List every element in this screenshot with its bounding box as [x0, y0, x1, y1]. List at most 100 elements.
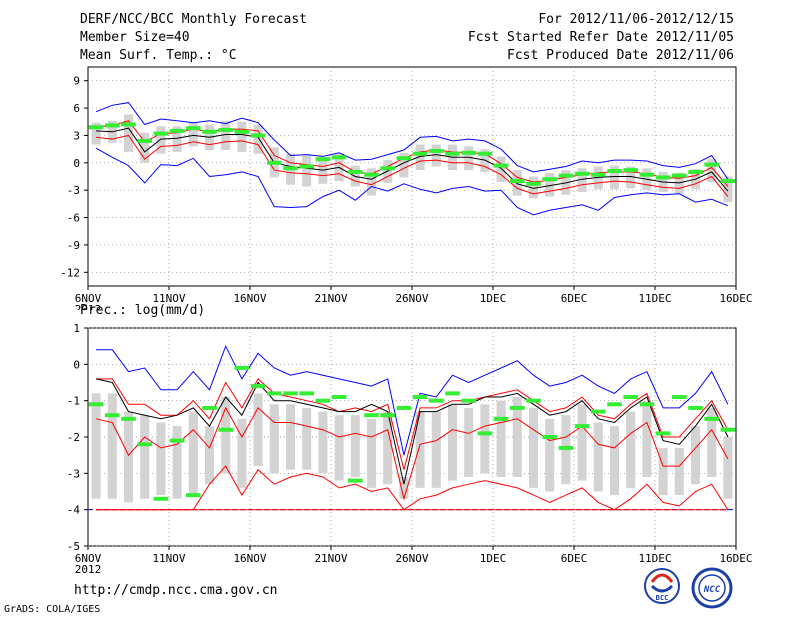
prec-spread-box	[545, 418, 555, 492]
prec-obs-mark	[429, 398, 444, 403]
temp-spread-box	[577, 168, 587, 193]
prec-obs-mark	[105, 413, 120, 418]
temp-series-p75	[96, 120, 729, 187]
temp-spread-box	[156, 126, 166, 154]
prec-spread-box	[221, 397, 231, 474]
temp-spread-box	[366, 168, 377, 196]
temp-obs-mark	[655, 175, 671, 180]
prec-spread-box	[188, 411, 198, 496]
temp-obs-mark	[510, 179, 525, 184]
prec-obs-mark	[412, 395, 428, 400]
prec-obs-mark	[234, 365, 250, 370]
prec-xtick-label: 1DEC	[480, 552, 507, 565]
temp-obs-mark	[380, 166, 395, 171]
temp-obs-mark	[720, 179, 736, 184]
prec-obs-mark	[461, 398, 476, 403]
prec-spread-box	[723, 437, 733, 499]
temp-obs-mark	[477, 151, 493, 156]
temp-spread-box	[464, 146, 474, 171]
source-url: http://cmdp.ncc.cma.gov.cn	[74, 583, 278, 598]
temp-obs-mark	[396, 156, 412, 161]
temp-spread-box	[253, 124, 263, 154]
prec-obs-mark	[283, 391, 298, 396]
prec-obs-mark	[526, 398, 541, 403]
prec-obs-mark	[623, 395, 638, 400]
temp-xtick-label: 6DEC	[561, 292, 588, 305]
prec-spread-box	[480, 404, 490, 474]
temp-ytick-label: 9	[73, 75, 80, 88]
prec-spread-box	[399, 476, 409, 499]
prec-spread-box	[107, 393, 117, 499]
temp-xtick-label: 21NOV	[314, 292, 347, 305]
prec-spread-box	[204, 426, 215, 485]
temp-obs-mark	[169, 128, 185, 133]
temp-spread-box	[188, 122, 198, 147]
prec-spread-box	[674, 447, 684, 496]
prec-spread-box	[431, 411, 441, 488]
temp-obs-mark	[137, 138, 152, 143]
prec-spread-box	[593, 422, 603, 492]
prec-ytick-label: -1	[67, 395, 80, 408]
prec-obs-mark	[121, 416, 136, 421]
prec-obs-mark	[267, 391, 282, 396]
prec-ytick-label: -2	[67, 431, 80, 444]
prec-obs-mark	[218, 427, 233, 432]
precip-title: Prec.: log(mm/d)	[80, 303, 206, 318]
temp-obs-mark	[234, 129, 250, 134]
prec-xtick-label: 11DEC	[638, 552, 671, 565]
prec-ytick-label: 1	[73, 322, 80, 335]
prec-obs-mark	[396, 405, 412, 410]
prec-ytick-label: -4	[67, 504, 81, 517]
prec-obs-mark	[250, 384, 266, 389]
prec-spread-box	[609, 426, 620, 496]
temp-obs-mark	[250, 133, 266, 138]
temp-spread-box	[431, 144, 441, 167]
temp-obs-mark	[429, 148, 444, 153]
temp-obs-mark	[218, 127, 233, 132]
prec-series-p25	[96, 465, 729, 511]
temp-obs-mark	[639, 172, 655, 177]
temp-spread-box	[318, 158, 328, 184]
prec-obs-mark	[607, 402, 622, 407]
prec-obs-mark	[493, 416, 509, 421]
variable-label: Mean Surf. Temp.: °C	[80, 48, 237, 63]
prec-spread-box	[172, 426, 182, 499]
prec-xtick-label: 21NOV	[314, 552, 347, 565]
prec-xtick-label: 16NOV	[233, 552, 266, 565]
prec-series-p75	[96, 378, 729, 470]
prec-obs-mark	[639, 402, 655, 407]
prec-obs-mark	[331, 395, 347, 400]
temp-ytick-label: 6	[73, 102, 80, 115]
prec-xtick-label: 6DEC	[561, 552, 588, 565]
prec-obs-mark	[88, 402, 104, 407]
temp-ytick-label: 0	[73, 157, 80, 170]
start-date: Fcst Started Refer Date 2012/11/05	[467, 30, 734, 45]
prec-obs-mark	[364, 413, 379, 418]
temp-spread-box	[415, 144, 425, 171]
temp-xtick-label: 16DEC	[719, 292, 752, 305]
prec-spread-box	[577, 404, 587, 481]
grads-credit: GrADS: COLA/IGES	[4, 604, 101, 615]
temp-xtick-label: 6NOV	[75, 292, 102, 305]
prec-obs-mark	[477, 431, 493, 436]
prec-spread-box	[318, 411, 328, 474]
prec-spread-box	[383, 411, 393, 485]
temp-series-max	[95, 102, 729, 180]
prec-spread-box	[269, 404, 279, 474]
prec-spread-box	[626, 411, 636, 488]
temp-series-p25	[96, 134, 729, 197]
temp-spread-box	[723, 176, 733, 203]
temp-obs-mark	[105, 123, 120, 128]
prec-obs-mark	[542, 435, 557, 439]
temp-obs-mark	[607, 169, 622, 174]
prec-obs-mark	[299, 391, 314, 396]
prec-year-label: 2012	[75, 563, 102, 576]
prec-obs-mark	[445, 391, 460, 396]
temp-ytick-label: -9	[67, 239, 80, 252]
temp-spread-box	[707, 159, 717, 182]
temp-obs-mark	[461, 150, 476, 155]
prec-spread-box	[91, 393, 101, 499]
prec-xtick-label: 11NOV	[152, 552, 185, 565]
prec-obs-mark	[348, 478, 363, 483]
prec-obs-mark	[704, 416, 719, 421]
